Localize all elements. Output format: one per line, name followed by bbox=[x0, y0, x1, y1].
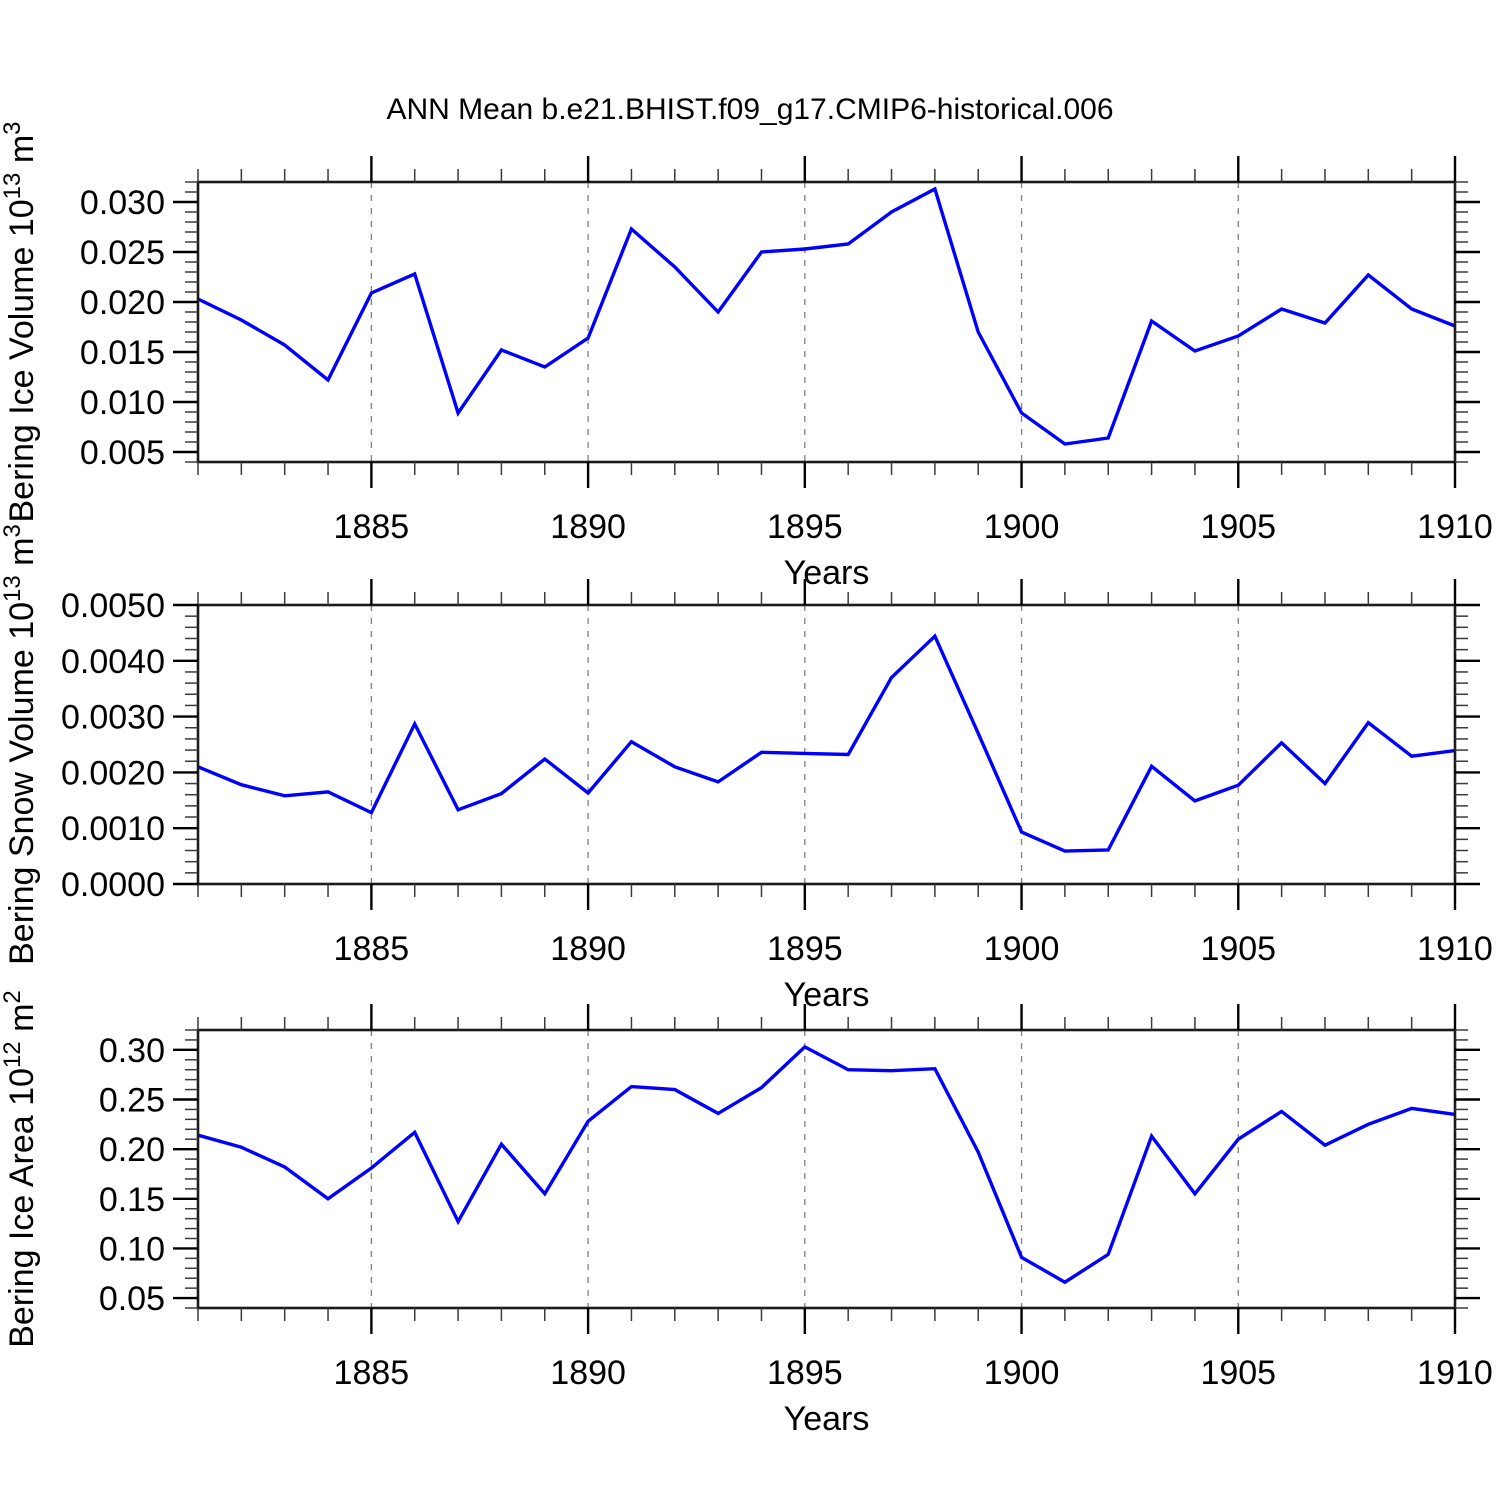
x-tick-label: 1895 bbox=[767, 508, 843, 546]
x-tick-label: 1890 bbox=[550, 930, 626, 968]
x-axis-title: Years bbox=[784, 976, 870, 1014]
y-tick-label: 0.25 bbox=[99, 1082, 165, 1120]
plot-frame bbox=[196, 1028, 1457, 1310]
y-tick-label: 0.010 bbox=[80, 384, 165, 422]
y-tick-label: 0.05 bbox=[99, 1280, 165, 1318]
x-tick-label: 1905 bbox=[1200, 508, 1276, 546]
x-tick-label: 1900 bbox=[984, 1354, 1060, 1392]
y-tick-label: 0.0030 bbox=[61, 699, 165, 737]
chart-bering-snow-volume-10-13-m-3: 1885 1890 1895 1900 1905 1910 Years 0.0000 0.001… bbox=[0, 524, 1493, 1014]
x-tick-label: 1910 bbox=[1417, 930, 1493, 968]
y-tick-label: 0.0000 bbox=[61, 866, 165, 904]
y-tick-label: 0.15 bbox=[99, 1181, 165, 1219]
y-tick-label: 0.025 bbox=[80, 234, 165, 272]
y-tick-label: 0.20 bbox=[99, 1131, 165, 1169]
plot-frame bbox=[196, 180, 1457, 464]
y-axis: 0.05 0.10 0.15 0.20 0.25 0.30 Bering Ice Area … bbox=[0, 990, 1480, 1348]
data-line bbox=[197, 633, 1456, 853]
x-tick-label: 1890 bbox=[550, 508, 626, 546]
x-tick-label: 1910 bbox=[1417, 1354, 1493, 1392]
y-tick-label: 0.0040 bbox=[61, 643, 165, 681]
y-axis: 0.005 0.010 0.015 0.020 0.025 0.030 Bering Ice… bbox=[0, 121, 1480, 523]
x-tick-label: 1900 bbox=[984, 930, 1060, 968]
figure-title: ANN Mean b.e21.BHIST.f09_g17.CMIP6-histo… bbox=[386, 93, 1114, 126]
x-axis-title: Years bbox=[784, 554, 870, 592]
y-axis-title: Bering Ice Area 1012 m2 bbox=[0, 990, 41, 1348]
y-tick-label: 0.30 bbox=[99, 1032, 165, 1070]
y-tick-label: 0.0050 bbox=[61, 587, 165, 625]
y-tick-label: 0.0020 bbox=[61, 754, 165, 792]
y-tick-label: 0.015 bbox=[80, 334, 165, 372]
x-axis: 1885 1890 1895 1900 1905 1910 Years bbox=[197, 579, 1493, 1014]
y-tick-label: 0.005 bbox=[80, 434, 165, 472]
x-tick-label: 1895 bbox=[767, 1354, 843, 1392]
y-tick-label: 0.0010 bbox=[61, 810, 165, 848]
x-tick-label: 1895 bbox=[767, 930, 843, 968]
y-tick-label: 0.030 bbox=[80, 184, 165, 222]
x-tick-label: 1905 bbox=[1200, 1354, 1276, 1392]
y-tick-label: 0.020 bbox=[80, 284, 165, 322]
x-axis-title: Years bbox=[784, 1400, 870, 1438]
x-tick-label: 1885 bbox=[334, 1354, 410, 1392]
y-axis-title: Bering Snow Volume 1013 m3 bbox=[0, 524, 41, 965]
data-line bbox=[197, 186, 1456, 446]
x-tick-label: 1890 bbox=[550, 1354, 626, 1392]
y-axis: 0.0000 0.0010 0.0020 0.0030 0.0040 0.0050 Beri… bbox=[0, 524, 1480, 965]
y-axis-title: Bering Ice Volume 1013 m3 bbox=[0, 121, 41, 522]
data-line bbox=[197, 1044, 1456, 1285]
y-tick-label: 0.10 bbox=[99, 1230, 165, 1268]
x-tick-label: 1885 bbox=[334, 930, 410, 968]
chart-bering-ice-area-10-12-m-2: 1885 1890 1895 1900 1905 1910 Years 0.05 0.10 0.1… bbox=[0, 990, 1493, 1438]
plot-frame bbox=[196, 603, 1457, 886]
x-tick-label: 1910 bbox=[1417, 508, 1493, 546]
x-tick-label: 1900 bbox=[984, 508, 1060, 546]
x-tick-label: 1905 bbox=[1200, 930, 1276, 968]
x-axis: 1885 1890 1895 1900 1905 1910 Years bbox=[197, 1004, 1493, 1438]
x-tick-label: 1885 bbox=[334, 508, 410, 546]
chart-bering-ice-volume-10-13-m-3: 1885 1890 1895 1900 1905 1910Years0.0050.0100… bbox=[0, 121, 1493, 592]
x-axis: 1885 1890 1895 1900 1905 1910 Years bbox=[197, 156, 1493, 592]
